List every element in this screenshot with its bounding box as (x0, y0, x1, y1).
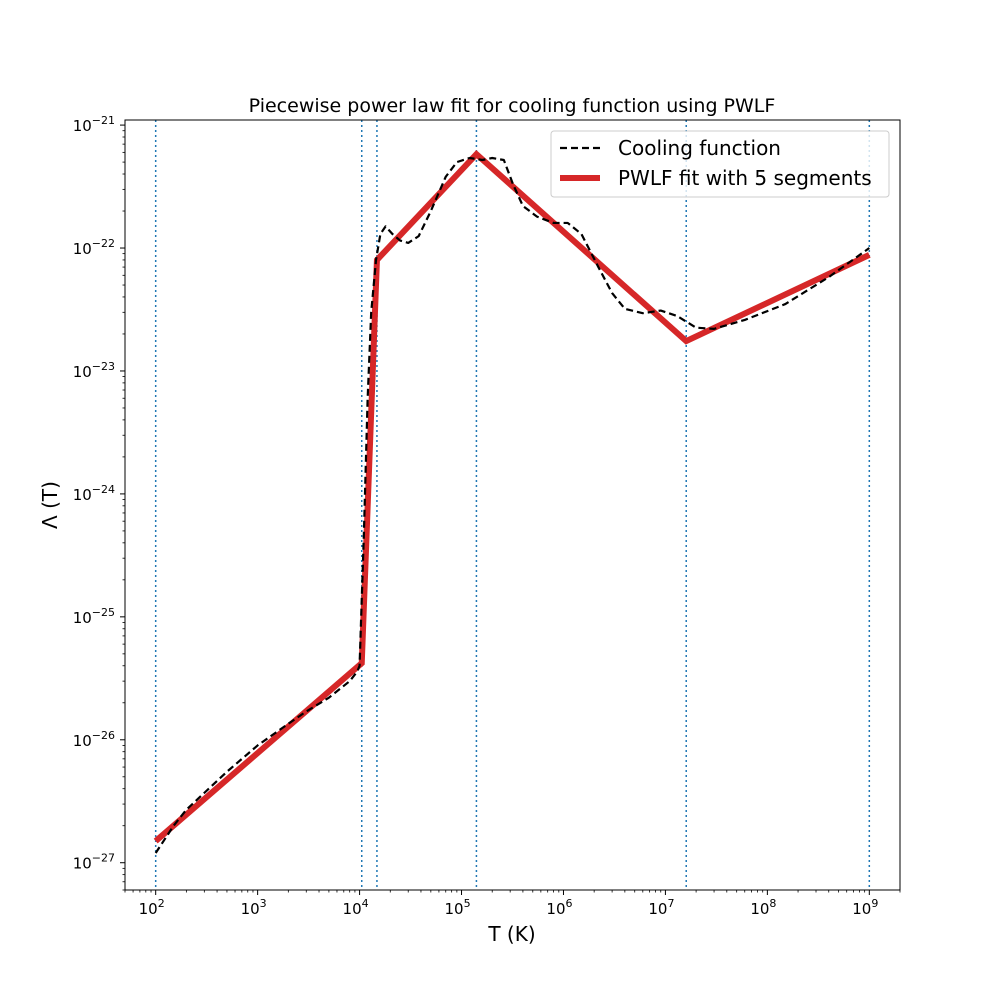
chart-title: Piecewise power law fit for cooling func… (249, 95, 776, 117)
y-tick-label: 10−26 (73, 729, 115, 750)
breakpoint-lines (154, 120, 871, 890)
series-layer (153, 149, 871, 854)
y-tick-label: 10−21 (73, 114, 115, 135)
legend-frame (550, 130, 890, 198)
legend: Cooling function PWLF fit with 5 segment… (550, 130, 890, 198)
legend-label-cooling-function: Cooling function (618, 136, 781, 160)
x-axis-ticks: 102 103 104 105 106 107 108 109 (124, 890, 901, 918)
plot-frame (124, 119, 901, 891)
x-tick-label: 105 (444, 897, 470, 918)
x-tick-label: 106 (546, 897, 572, 918)
y-tick-label: 10−25 (73, 606, 115, 627)
x-axis-label: T (K) (487, 922, 535, 946)
legend-label-pwlf-fit: PWLF fit with 5 segments (618, 166, 872, 190)
series-pwlf-fit-line (153, 149, 871, 844)
x-tick-label: 102 (139, 897, 165, 918)
y-tick-label: 10−22 (73, 237, 115, 258)
x-tick-label: 104 (343, 897, 369, 918)
y-tick-label: 10−24 (73, 483, 115, 504)
x-tick-label: 108 (750, 897, 776, 918)
y-axis-label: Λ (T) (38, 481, 62, 529)
series-cooling-function-line (154, 156, 870, 854)
y-axis-ticks: 10−27 10−26 10−25 10−24 10−23 10−22 10−21 (73, 114, 125, 891)
y-tick-label: 10−23 (73, 360, 115, 381)
x-tick-label: 103 (241, 897, 267, 918)
y-tick-label: 10−27 (73, 852, 115, 873)
x-tick-label: 109 (852, 897, 878, 918)
x-tick-label: 107 (648, 897, 674, 918)
